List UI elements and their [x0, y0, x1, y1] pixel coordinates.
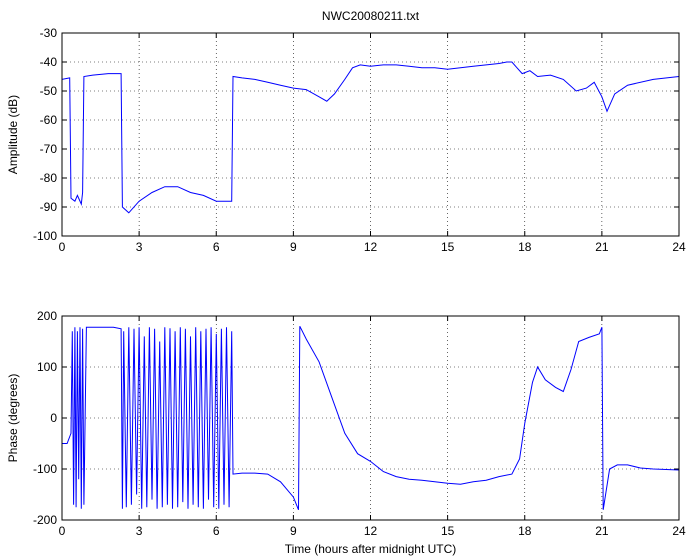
amplitude-ytick-label: -50 — [40, 84, 58, 98]
amplitude-xtick-label: 21 — [595, 240, 609, 254]
phase-ticks: 0 3 6 9 12 15 18 21 24 -200 -100 0 100 200 — [33, 309, 686, 538]
amplitude-ytick-label: -80 — [40, 171, 58, 185]
amplitude-ytick-label: -90 — [40, 200, 58, 214]
amplitude-ytick-label: -100 — [33, 229, 57, 243]
phase-series-line — [62, 325, 680, 510]
phase-ytick-label: -100 — [33, 462, 57, 476]
phase-xtick-label: 18 — [518, 524, 532, 538]
phase-xtick-label: 0 — [59, 524, 66, 538]
amplitude-xtick-label: 18 — [518, 240, 532, 254]
phase-grid — [62, 316, 679, 520]
amplitude-grid — [62, 33, 679, 236]
amplitude-plot-area — [62, 33, 679, 236]
amplitude-ticks: 0 3 6 9 12 15 18 21 24 -100 -90 -80 -70 -60 -50 -40 -30 — [33, 26, 686, 254]
phase-xtick-label: 12 — [364, 524, 378, 538]
amplitude-ylabel: Amplitude (dB) — [6, 95, 20, 174]
phase-xtick-label: 24 — [672, 524, 686, 538]
amplitude-xtick-label: 12 — [364, 240, 378, 254]
amplitude-xtick-label: 3 — [136, 240, 143, 254]
amplitude-panel: 0 3 6 9 12 15 18 21 24-100-90-80-70-60-50-40-30 … — [6, 9, 686, 254]
chart-title: NWC20080211.txt — [322, 9, 420, 23]
amplitude-xtick-label: 9 — [290, 240, 297, 254]
amplitude-xtick-label: 0 — [59, 240, 66, 254]
amplitude-ytick-label: -40 — [40, 55, 58, 69]
phase-xtick-label: 21 — [595, 524, 609, 538]
phase-ylabel: Phase (degrees) — [6, 374, 20, 463]
phase-xtick-label: 6 — [213, 524, 220, 538]
amplitude-ytick-label: -60 — [40, 113, 58, 127]
phase-panel: 0 3 6 9 12 15 18 21 24 -200 -100 0 100 200 Time (hour… — [6, 309, 686, 556]
amplitude-series-line — [61, 61, 680, 214]
phase-xtick-label: 3 — [136, 524, 143, 538]
phase-ytick-label: 200 — [37, 309, 57, 323]
amplitude-xtick-label: 15 — [441, 240, 455, 254]
phase-ytick-label: 0 — [50, 411, 57, 425]
amplitude-xtick-label: 24 — [672, 240, 686, 254]
phase-xlabel: Time (hours after midnight UTC) — [285, 542, 457, 556]
phase-xtick-label: 15 — [441, 524, 455, 538]
amplitude-ytick-label: -70 — [40, 142, 58, 156]
phase-ytick-label: -200 — [33, 513, 57, 527]
amplitude-xtick-label: 6 — [213, 240, 220, 254]
phase-xtick-label: 9 — [290, 524, 297, 538]
phase-ytick-label: 100 — [37, 360, 57, 374]
amplitude-ytick-label: -30 — [40, 26, 58, 40]
